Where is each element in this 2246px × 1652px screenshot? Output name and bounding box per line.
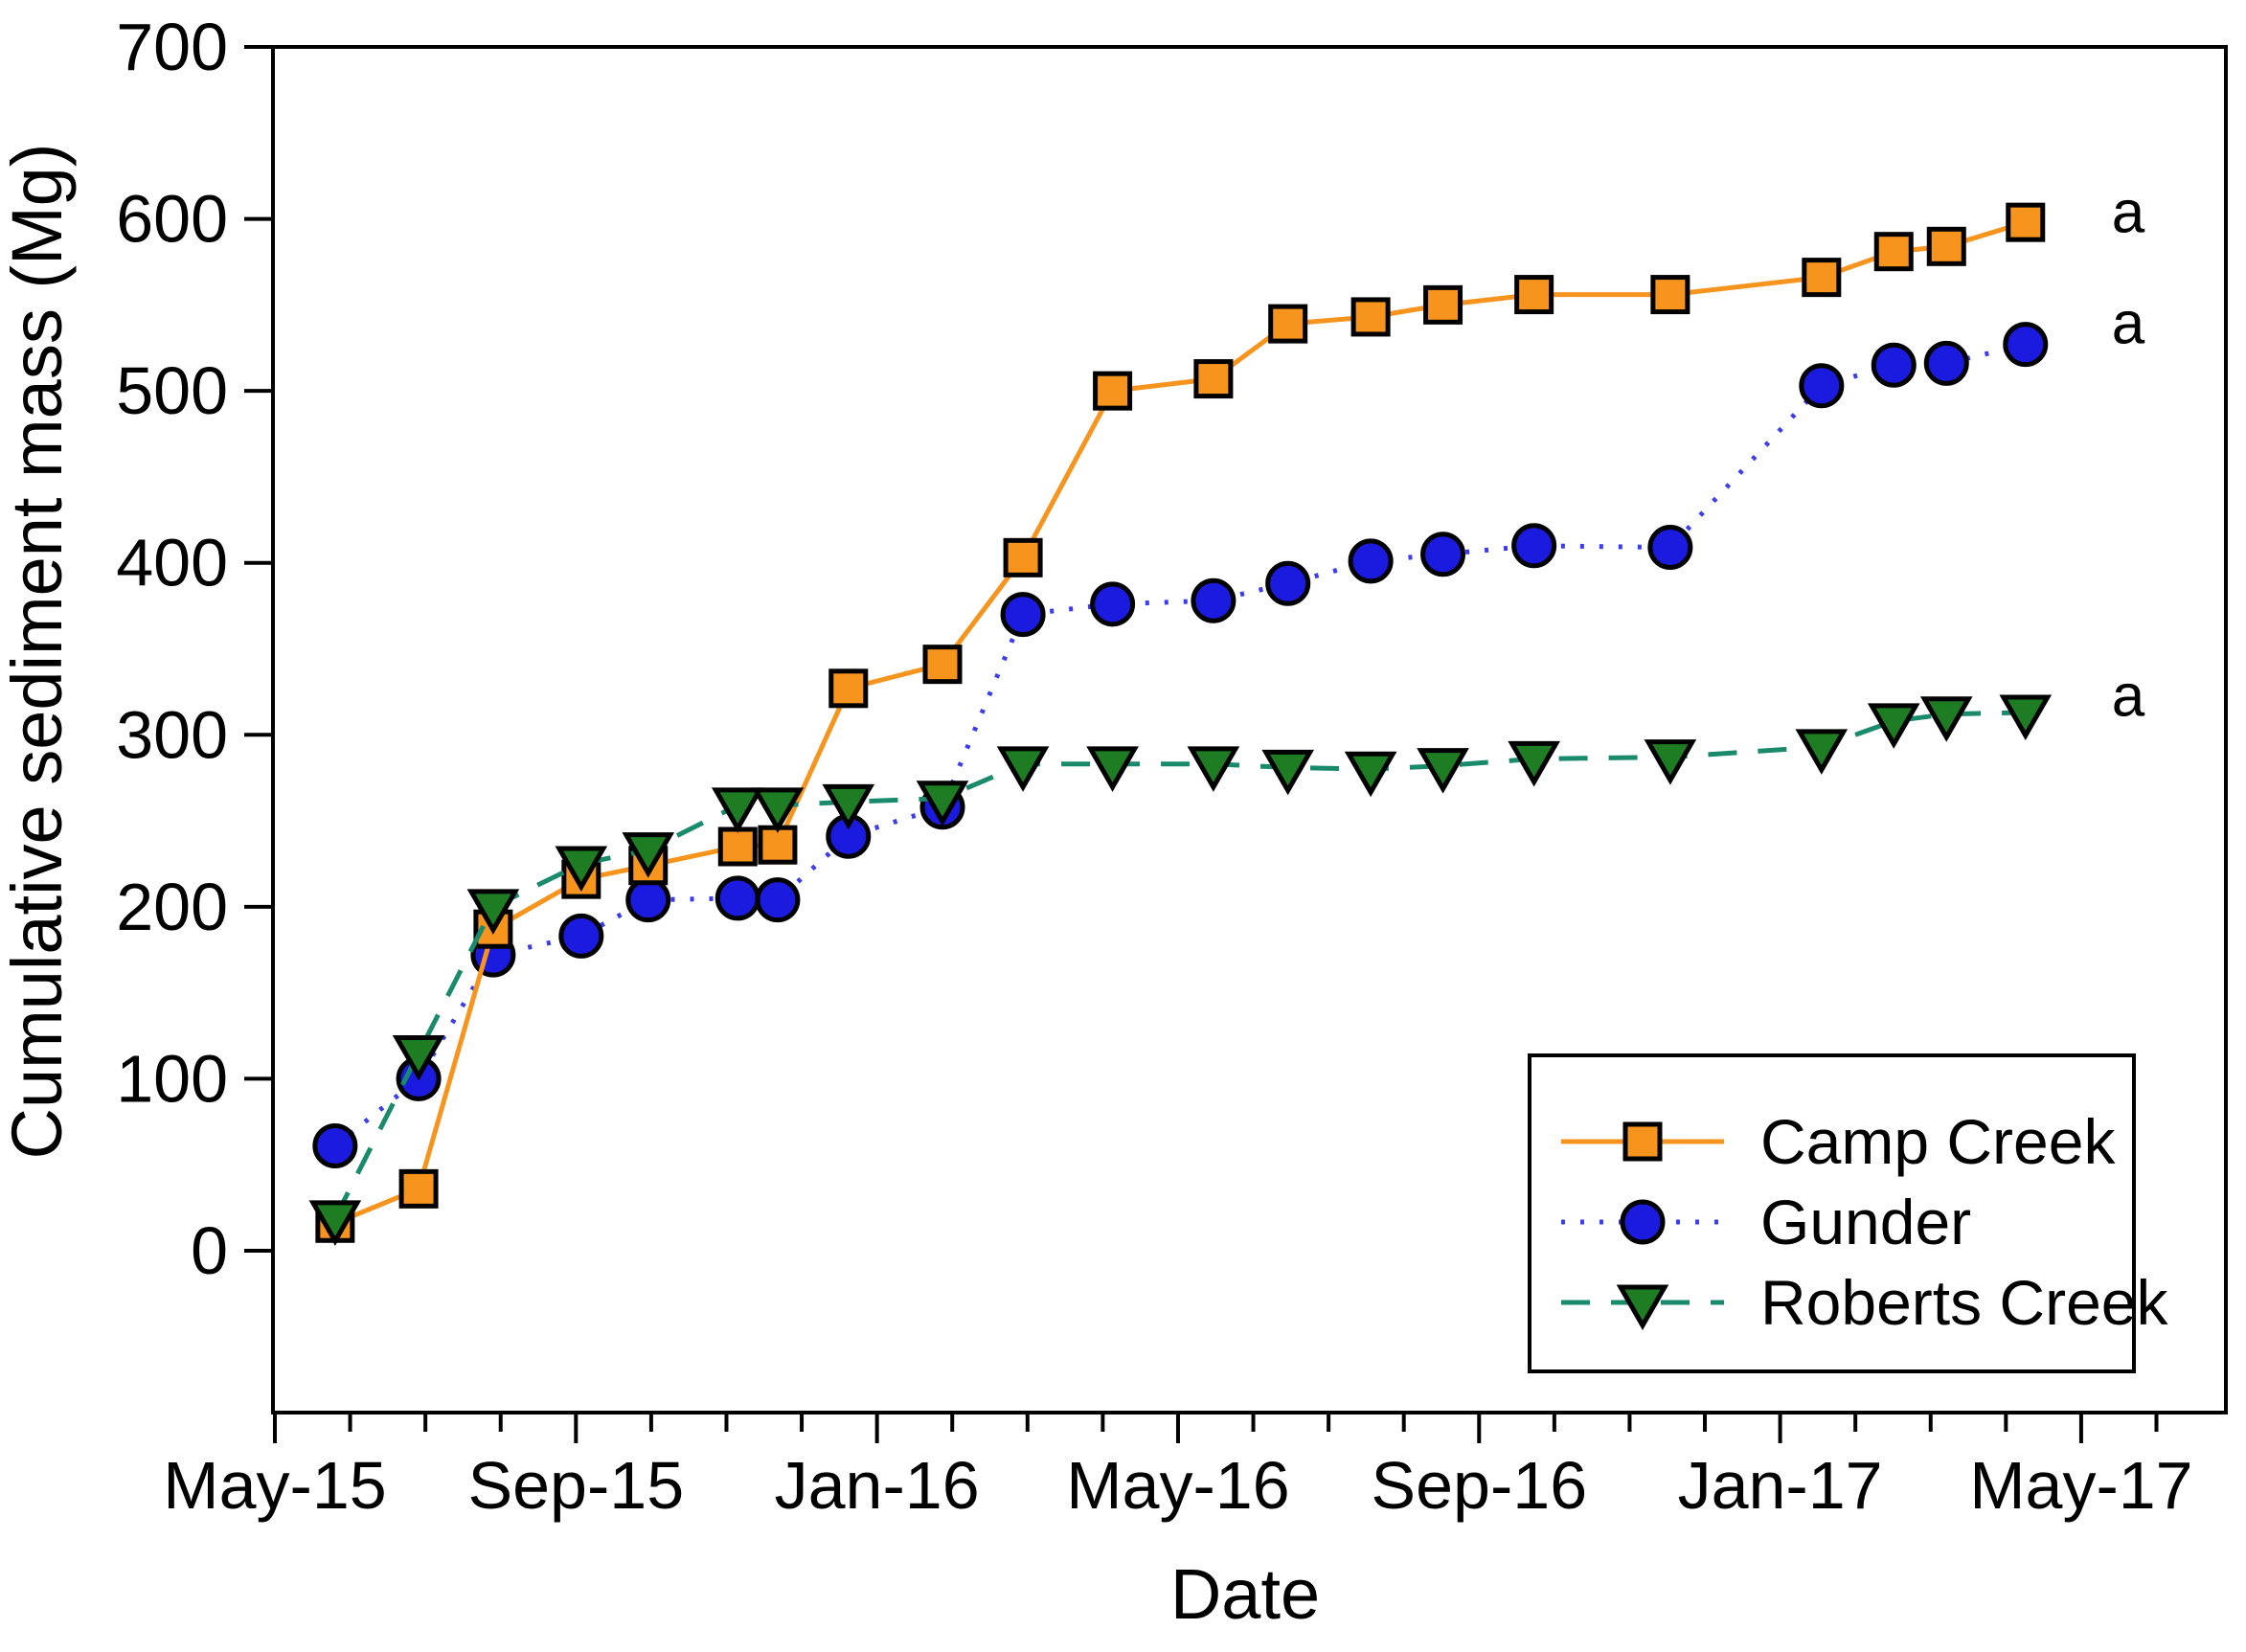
data-point-marker-roberts-creek [1344, 751, 1397, 798]
data-point-marker-camp-creek [1093, 371, 1133, 411]
data-point-marker-roberts-creek [622, 832, 675, 878]
data-point-marker-gunder [715, 875, 760, 921]
data-point-marker-roberts-creek [1086, 746, 1139, 792]
y-tick-label: 100 [116, 1041, 228, 1116]
x-tick-label: May-15 [163, 1448, 386, 1523]
data-point-marker-roberts-creek [1261, 749, 1315, 796]
legend-sample-marker-camp-creek [1622, 1121, 1663, 1162]
annotation-gunder: a [2112, 291, 2145, 357]
data-point-marker-roberts-creek [1867, 703, 1920, 749]
data-point-marker-camp-creek [2006, 202, 2046, 242]
annotation-camp-creek: a [2112, 180, 2145, 246]
data-point-marker-roberts-creek [1508, 740, 1560, 787]
legend-sample-marker-gunder [1620, 1199, 1666, 1245]
series-line-gunder [333, 342, 2027, 1148]
y-tick-label: 500 [116, 353, 228, 428]
data-point-marker-camp-creek [828, 668, 869, 709]
data-point-marker-gunder [2003, 322, 2049, 368]
y-tick-label: 300 [116, 697, 228, 772]
legend-samples [1561, 1121, 1724, 1331]
data-point-marker-camp-creek [1268, 304, 1308, 344]
data-point-marker-gunder [1191, 577, 1236, 623]
data-point-marker-camp-creek [1423, 284, 1463, 325]
data-point-marker-roberts-creek [916, 781, 969, 826]
data-point-marker-camp-creek [1193, 359, 1234, 399]
data-point-marker-camp-creek [1802, 258, 1842, 298]
series-layer [308, 202, 2053, 1246]
data-point-marker-camp-creek [1350, 297, 1391, 337]
data-point-marker-roberts-creek [1187, 746, 1240, 792]
data-point-marker-roberts-creek [1644, 739, 1697, 785]
data-point-marker-gunder [1799, 363, 1845, 409]
data-point-marker-gunder [1647, 525, 1693, 571]
data-point-marker-camp-creek [1003, 537, 1043, 577]
data-point-marker-gunder [1265, 560, 1311, 606]
series-gunder [312, 322, 2049, 1168]
frame-layer [271, 45, 2228, 1414]
data-point-marker-gunder [1871, 342, 1917, 388]
y-axis-title: Cumulative sediment mass (Mg) [0, 144, 77, 1160]
data-point-marker-gunder [312, 1122, 358, 1168]
data-point-marker-roberts-creek [466, 889, 520, 935]
x-tick-label: May-17 [1969, 1448, 2192, 1523]
data-point-marker-gunder [1000, 592, 1046, 638]
y-tick-label: 400 [116, 526, 228, 600]
y-tick-label: 0 [191, 1213, 228, 1288]
data-point-marker-camp-creek [717, 826, 758, 867]
x-axis-title: Date [1170, 1554, 1320, 1634]
y-tick-label: 700 [116, 10, 228, 84]
data-point-marker-roberts-creek [308, 1200, 362, 1246]
legend: Camp Creek Gunder Roberts Creek [1528, 1053, 2168, 1373]
data-point-marker-gunder [755, 877, 801, 923]
data-point-marker-gunder [558, 913, 604, 959]
data-point-marker-roberts-creek [1999, 694, 2053, 740]
data-point-marker-roberts-creek [555, 846, 608, 892]
y-tick-label: 600 [116, 182, 228, 257]
x-tick-label: Jan-16 [775, 1448, 980, 1523]
legend-label-roberts-creek: Roberts Creek [1760, 1267, 2168, 1338]
annotation-roberts-creek: a [2112, 664, 2145, 730]
data-point-marker-gunder [1511, 523, 1557, 569]
x-tick-label: May-16 [1066, 1448, 1289, 1523]
data-point-marker-roberts-creek [751, 787, 805, 833]
data-point-marker-gunder [1348, 538, 1394, 584]
data-point-marker-roberts-creek [996, 746, 1050, 792]
data-point-marker-roberts-creek [1795, 729, 1849, 775]
data-point-marker-gunder [1923, 340, 1969, 386]
data-point-marker-camp-creek [1926, 226, 1966, 266]
y-tick-label: 200 [116, 870, 228, 944]
axes-layer: 0 100 200 300 400 500 600 700 May-15 Sep-15 Jan-16… [116, 10, 2192, 1523]
data-point-marker-camp-creek [922, 645, 963, 685]
data-point-marker-roberts-creek [1417, 748, 1469, 794]
series-roberts-creek [308, 694, 2053, 1246]
data-point-marker-gunder [1090, 581, 1136, 627]
data-point-marker-roberts-creek [1919, 696, 1973, 742]
data-point-marker-camp-creek [1514, 275, 1554, 315]
legend-label-gunder: Gunder [1760, 1187, 1971, 1257]
x-tick-label: Sep-15 [467, 1448, 684, 1523]
data-point-marker-roberts-creek [711, 787, 764, 833]
legend-label-camp-creek: Camp Creek [1760, 1106, 2116, 1177]
x-tick-label: Sep-16 [1371, 1448, 1587, 1523]
data-point-marker-camp-creek [398, 1168, 439, 1209]
legend-sample-marker-roberts-creek [1616, 1284, 1669, 1331]
data-point-marker-roberts-creek [822, 783, 875, 830]
plot-frame [271, 45, 2228, 1414]
data-point-marker-gunder [625, 877, 671, 923]
data-point-marker-roberts-creek [392, 1034, 445, 1081]
x-tick-label: Jan-17 [1678, 1448, 1883, 1523]
data-point-marker-camp-creek [1873, 232, 1914, 272]
data-point-marker-camp-creek [1650, 275, 1690, 315]
data-point-marker-gunder [1420, 532, 1466, 577]
